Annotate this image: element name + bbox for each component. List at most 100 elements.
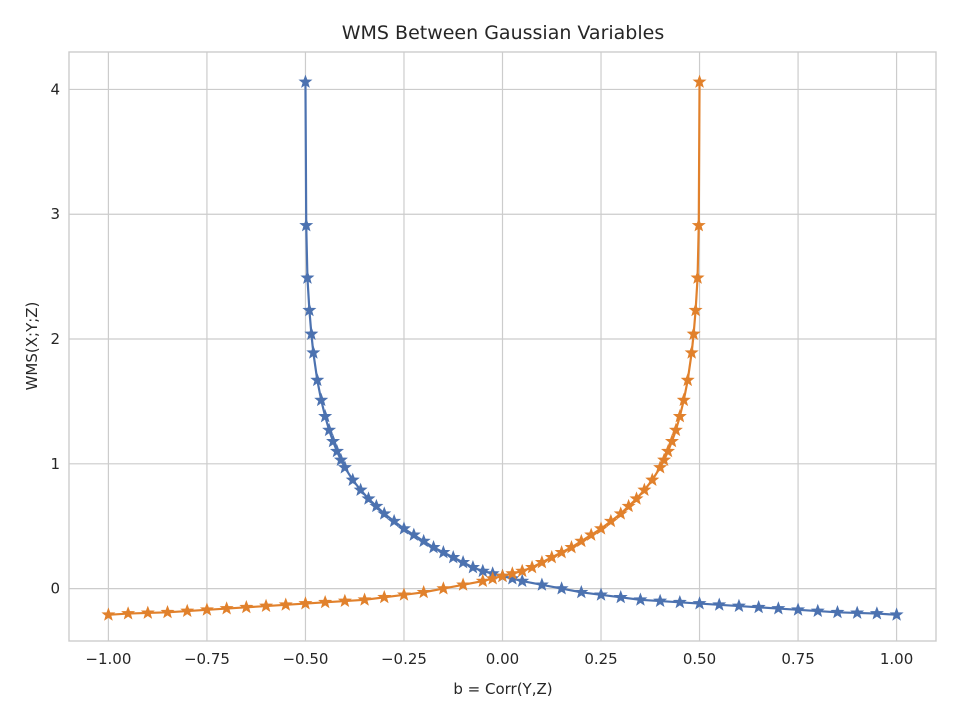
- star-marker: [657, 452, 672, 467]
- star-marker: [456, 555, 471, 569]
- y-tick-label: 3: [50, 205, 60, 223]
- star-marker: [416, 533, 431, 548]
- star-marker: [684, 345, 699, 359]
- star-marker: [889, 607, 904, 621]
- star-marker: [300, 270, 315, 284]
- star-marker: [304, 326, 319, 340]
- star-marker: [629, 491, 644, 505]
- star-marker: [416, 584, 431, 599]
- star-marker: [456, 577, 471, 591]
- star-marker: [465, 560, 480, 574]
- star-marker: [278, 597, 293, 611]
- star-marker: [554, 581, 569, 595]
- star-marker: [613, 589, 628, 604]
- star-marker: [436, 581, 451, 595]
- x-tick-label: 1.00: [880, 650, 913, 668]
- star-marker: [692, 74, 707, 88]
- star-marker: [361, 491, 376, 505]
- star-marker: [314, 392, 329, 407]
- star-marker: [318, 409, 333, 423]
- star-marker: [377, 589, 392, 604]
- star-marker: [692, 596, 707, 610]
- star-marker: [680, 372, 695, 387]
- star-marker: [534, 555, 549, 569]
- star-marker: [731, 598, 746, 613]
- chart-title: WMS Between Gaussian Variables: [342, 22, 665, 44]
- star-marker: [712, 597, 727, 611]
- star-marker: [369, 498, 384, 513]
- star-marker: [554, 545, 569, 559]
- star-marker: [436, 545, 451, 559]
- star-marker: [140, 605, 155, 619]
- x-tick-label: 0.50: [683, 650, 716, 668]
- star-marker: [353, 482, 368, 496]
- star-marker: [621, 498, 636, 513]
- star-marker: [594, 521, 609, 535]
- star-marker: [505, 571, 520, 585]
- star-marker: [475, 573, 490, 588]
- x-tick-label: −0.50: [282, 650, 328, 668]
- star-marker: [633, 592, 648, 606]
- x-tick-label: 0.00: [486, 650, 519, 668]
- star-marker: [357, 592, 372, 606]
- star-marker: [387, 513, 402, 528]
- star-marker: [302, 302, 317, 317]
- star-marker: [121, 606, 136, 620]
- x-tick-label: 0.75: [781, 650, 814, 668]
- star-marker: [869, 606, 884, 620]
- plot-frame: [68, 51, 937, 642]
- star-marker: [691, 218, 706, 232]
- star-marker: [661, 443, 676, 458]
- star-marker: [584, 527, 599, 541]
- y-tick-label: 0: [50, 580, 60, 598]
- x-tick-labels: −1.00 −0.75 −0.50 −0.25 0.00 0.25 0.50 0.75 1.00: [85, 650, 913, 668]
- star-marker: [525, 560, 540, 574]
- y-axis-title: WMS(X;Y;Z): [23, 302, 41, 391]
- star-marker: [426, 540, 441, 554]
- star-marker: [298, 596, 313, 610]
- star-marker: [180, 603, 195, 618]
- star-marker: [329, 443, 344, 458]
- y-tick-label: 1: [50, 455, 60, 473]
- star-marker: [306, 345, 321, 359]
- star-marker: [326, 433, 341, 448]
- star-marker: [771, 601, 786, 615]
- star-marker: [830, 604, 845, 619]
- star-marker: [322, 422, 337, 437]
- star-marker: [688, 302, 703, 317]
- star-marker: [515, 573, 530, 588]
- x-tick-label: −0.25: [381, 650, 427, 668]
- star-marker: [672, 594, 687, 609]
- star-marker: [337, 460, 352, 474]
- star-marker: [259, 598, 274, 613]
- series-line: [108, 81, 701, 616]
- x-tick-label: 0.25: [584, 650, 617, 668]
- series-2: [101, 74, 707, 621]
- star-marker: [239, 599, 254, 614]
- star-marker: [653, 593, 668, 608]
- series-layer: [101, 74, 904, 621]
- star-marker: [333, 452, 348, 467]
- star-marker: [101, 607, 116, 621]
- star-marker: [544, 550, 559, 564]
- star-marker: [396, 587, 411, 601]
- star-marker: [810, 603, 825, 618]
- star-marker: [299, 218, 314, 232]
- star-marker: [337, 593, 352, 608]
- star-marker: [345, 472, 360, 486]
- star-marker: [637, 482, 652, 496]
- star-marker: [564, 540, 579, 554]
- y-grid: [69, 88, 936, 590]
- star-marker: [485, 571, 500, 585]
- star-marker: [495, 568, 510, 583]
- star-marker: [672, 409, 687, 423]
- star-marker: [515, 563, 530, 578]
- star-marker: [574, 584, 589, 599]
- star-marker: [199, 602, 214, 616]
- star-marker: [406, 527, 421, 541]
- star-marker: [377, 506, 392, 520]
- star-marker: [574, 533, 589, 548]
- star-marker: [664, 433, 679, 448]
- star-marker: [751, 599, 766, 614]
